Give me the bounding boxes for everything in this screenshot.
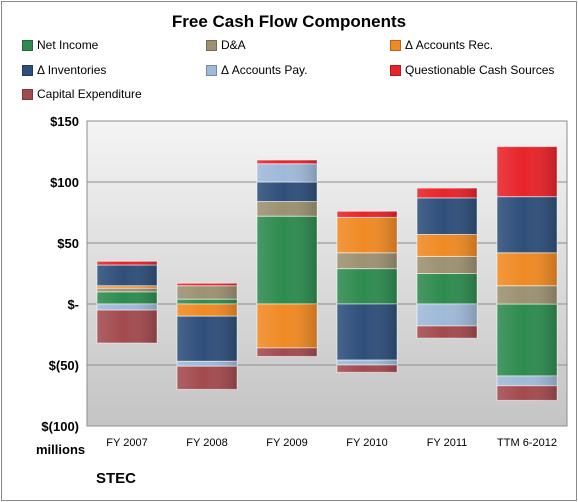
legend-swatch-da bbox=[206, 39, 217, 51]
y-tick-label: $(100) bbox=[41, 419, 79, 434]
x-axis-ticks: FY 2007 FY 2008 FY 2009 FY 2010 FY 2011 TTM 6… bbox=[106, 437, 557, 449]
legend-accounts-rec: Δ Accounts Rec. bbox=[390, 38, 493, 52]
bar-shading bbox=[497, 146, 557, 197]
bar-shading bbox=[417, 188, 477, 198]
bar-shading bbox=[257, 216, 317, 304]
bar-shading bbox=[257, 201, 317, 217]
bar-shading bbox=[497, 252, 557, 286]
x-tick-label: FY 2011 bbox=[427, 437, 468, 449]
bar-shading bbox=[337, 360, 397, 365]
units-label: millions bbox=[36, 442, 86, 457]
bar-shading bbox=[97, 264, 157, 286]
bar-shading bbox=[417, 304, 477, 326]
legend-net-income: Net Income bbox=[22, 38, 98, 52]
x-tick-label: FY 2008 bbox=[186, 437, 227, 449]
y-tick-label: $50 bbox=[57, 236, 79, 251]
bar-shading bbox=[257, 182, 317, 202]
bar-shading bbox=[497, 196, 557, 253]
legend-inventories: Δ Inventories bbox=[22, 63, 106, 77]
bar-shading bbox=[337, 304, 397, 361]
bar-shading bbox=[497, 375, 557, 386]
bar-shading bbox=[97, 310, 157, 344]
x-tick-label: FY 2010 bbox=[346, 437, 387, 449]
bar-shading bbox=[497, 304, 557, 376]
bar-shading bbox=[417, 325, 477, 339]
bar-shading bbox=[177, 283, 237, 286]
bar-shading bbox=[417, 197, 477, 235]
legend-swatch-inventories bbox=[22, 64, 33, 76]
bar-shading bbox=[337, 365, 397, 373]
legend-swatch-accounts-rec bbox=[390, 39, 401, 51]
legend-label-net-income: Net Income bbox=[37, 38, 99, 52]
legend-label-da: D&A bbox=[221, 38, 246, 52]
x-tick-label: FY 2007 bbox=[106, 437, 147, 449]
bar-shading bbox=[337, 252, 397, 269]
bar-shading bbox=[417, 234, 477, 257]
bar-shading bbox=[177, 304, 237, 317]
bar-shading bbox=[97, 261, 157, 265]
bar-shading bbox=[337, 268, 397, 304]
plot-area bbox=[86, 120, 568, 427]
legend-swatch-accounts-pay bbox=[206, 64, 217, 76]
y-tick-label: $100 bbox=[50, 175, 79, 190]
bar-shading bbox=[97, 291, 157, 304]
legend-swatch-net-income bbox=[22, 39, 33, 51]
bar-shading bbox=[177, 285, 237, 300]
legend-swatch-questionable-cash bbox=[390, 64, 401, 76]
ticker-label: STEC bbox=[96, 470, 137, 487]
bar-shading bbox=[177, 361, 237, 367]
legend-label-capex: Capital Expenditure bbox=[37, 87, 142, 101]
legend-questionable-cash: Questionable Cash Sources bbox=[390, 63, 554, 77]
gridlines bbox=[87, 181, 567, 366]
bar-shading bbox=[337, 217, 397, 253]
legend-label-accounts-pay: Δ Accounts Pay. bbox=[221, 63, 308, 77]
bar-shading bbox=[97, 288, 157, 292]
bar-shading bbox=[97, 285, 157, 289]
bar-shading bbox=[257, 163, 317, 182]
chart-title: Free Cash Flow Components bbox=[171, 12, 407, 31]
legend-swatch-capex bbox=[22, 88, 33, 100]
y-tick-label: $- bbox=[67, 297, 79, 312]
y-axis-ticks: $150 $100 $50 $- $(50) $(100) bbox=[41, 114, 79, 434]
legend-label-questionable-cash: Questionable Cash Sources bbox=[405, 63, 555, 77]
bar-shading bbox=[337, 211, 397, 218]
bar-shading bbox=[257, 347, 317, 357]
legend-capex: Capital Expenditure bbox=[22, 87, 142, 101]
y-tick-label: $(50) bbox=[49, 358, 79, 373]
bar-shading bbox=[417, 256, 477, 274]
x-tick-label: TTM 6-2012 bbox=[497, 437, 557, 449]
bar-shading bbox=[97, 304, 157, 311]
bar-shading bbox=[497, 385, 557, 401]
bar-shading bbox=[497, 285, 557, 304]
legend-label-accounts-rec: Δ Accounts Rec. bbox=[405, 38, 494, 52]
bar-shading bbox=[177, 316, 237, 362]
bar-shading bbox=[177, 299, 237, 304]
legend-label-inventories: Δ Inventories bbox=[37, 63, 107, 77]
y-tick-label: $150 bbox=[50, 114, 79, 129]
legend-accounts-pay: Δ Accounts Pay. bbox=[206, 63, 308, 77]
bar-shading bbox=[257, 304, 317, 348]
bar-shading bbox=[177, 366, 237, 390]
bars bbox=[96, 146, 558, 401]
x-tick-label: FY 2009 bbox=[266, 437, 307, 449]
bar-shading bbox=[417, 273, 477, 304]
bar-shading bbox=[257, 160, 317, 164]
legend-da: D&A bbox=[206, 38, 246, 52]
